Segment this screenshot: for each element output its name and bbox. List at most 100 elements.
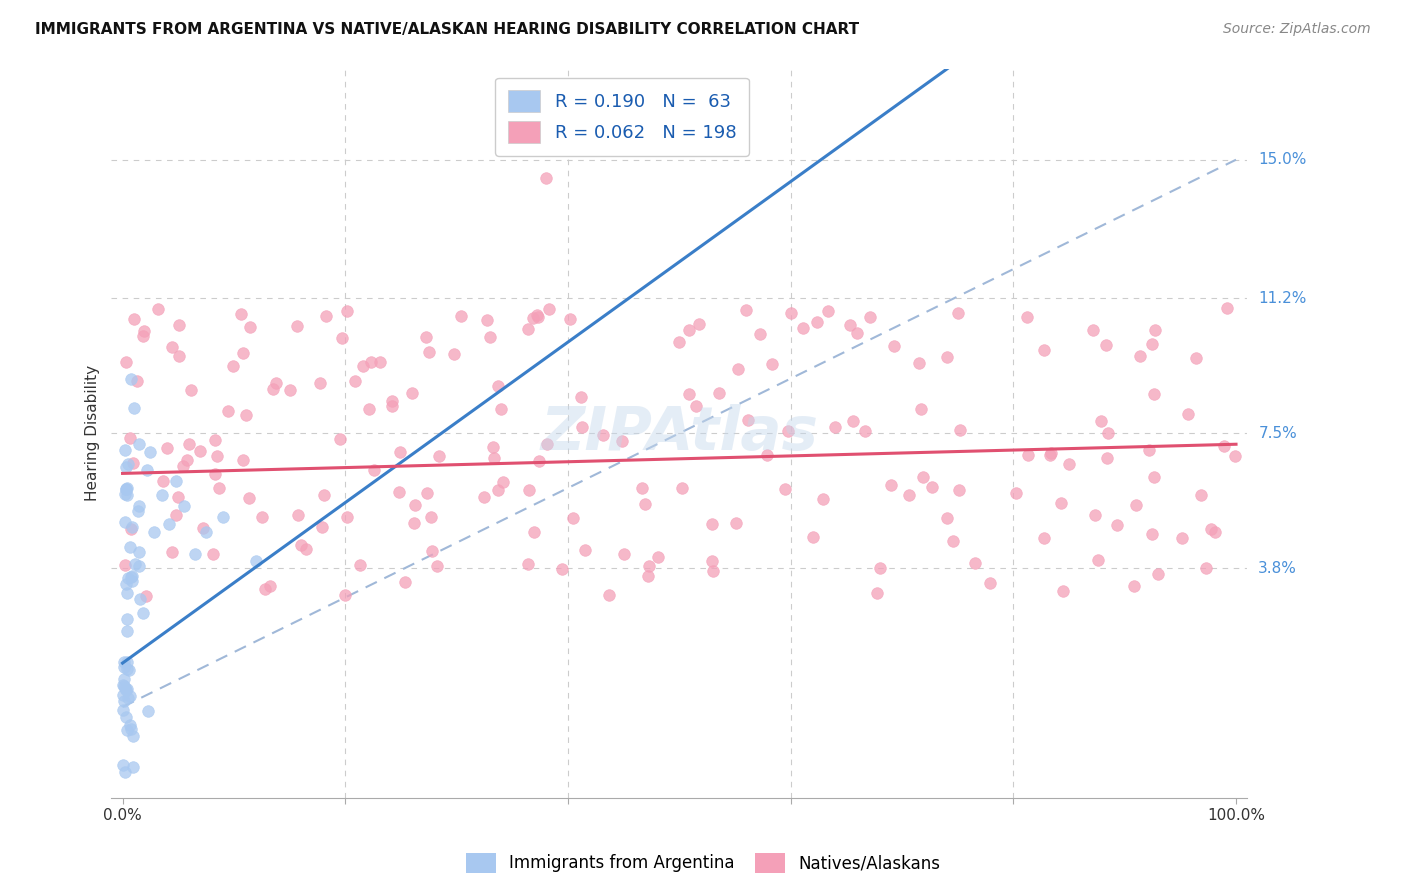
Point bbox=[678, 386, 700, 401]
Point bbox=[262, 382, 284, 396]
Point bbox=[839, 318, 862, 332]
Point bbox=[121, 729, 143, 743]
Point bbox=[121, 519, 143, 533]
Point bbox=[631, 481, 654, 495]
Point bbox=[869, 561, 891, 575]
Point bbox=[1216, 301, 1239, 315]
Point bbox=[688, 318, 710, 332]
Point bbox=[127, 374, 149, 388]
Point bbox=[388, 485, 411, 500]
Point bbox=[592, 427, 614, 442]
Point bbox=[450, 309, 472, 323]
Point bbox=[259, 579, 281, 593]
Point bbox=[702, 516, 724, 531]
Point bbox=[727, 361, 749, 376]
Point bbox=[811, 491, 834, 506]
Point bbox=[792, 321, 814, 335]
Point bbox=[404, 498, 426, 512]
Point bbox=[114, 515, 136, 529]
Point bbox=[709, 386, 731, 401]
Point bbox=[526, 308, 548, 322]
Point bbox=[523, 525, 546, 540]
Point bbox=[1171, 531, 1194, 545]
Point bbox=[1052, 584, 1074, 599]
Point bbox=[120, 431, 142, 445]
Point bbox=[824, 420, 846, 434]
Point bbox=[756, 448, 779, 462]
Point bbox=[842, 414, 865, 428]
Point bbox=[1177, 407, 1199, 421]
Point bbox=[671, 481, 693, 495]
Point bbox=[419, 510, 441, 524]
Point bbox=[139, 444, 162, 458]
Point bbox=[129, 591, 152, 606]
Point bbox=[114, 482, 136, 496]
Point bbox=[935, 351, 957, 365]
Point bbox=[112, 659, 135, 673]
Point bbox=[329, 432, 352, 446]
Point bbox=[1142, 387, 1164, 401]
Point bbox=[167, 318, 190, 332]
Point bbox=[188, 444, 211, 458]
Point bbox=[114, 764, 136, 779]
Point bbox=[311, 520, 333, 534]
Point bbox=[479, 329, 502, 343]
Point bbox=[1143, 323, 1166, 337]
Point bbox=[678, 323, 700, 337]
Point bbox=[363, 463, 385, 477]
Point bbox=[117, 691, 139, 706]
Point bbox=[115, 723, 138, 737]
Point bbox=[1032, 531, 1054, 545]
Point bbox=[936, 511, 959, 525]
Point bbox=[1039, 448, 1062, 462]
Point bbox=[344, 374, 367, 388]
Point bbox=[314, 488, 336, 502]
Point bbox=[883, 339, 905, 353]
Point bbox=[522, 311, 544, 326]
Point bbox=[779, 306, 801, 320]
Point bbox=[121, 456, 143, 470]
Point bbox=[1017, 448, 1039, 462]
Point bbox=[1185, 351, 1208, 365]
Point bbox=[264, 376, 287, 391]
Point bbox=[184, 547, 207, 561]
Point bbox=[898, 487, 921, 501]
Point bbox=[111, 703, 134, 717]
Point bbox=[908, 356, 931, 370]
Point bbox=[357, 402, 380, 417]
Point bbox=[921, 480, 943, 494]
Point bbox=[1033, 343, 1056, 357]
Point bbox=[114, 460, 136, 475]
Point bbox=[235, 408, 257, 422]
Point bbox=[517, 483, 540, 497]
Point bbox=[156, 441, 179, 455]
Point bbox=[773, 482, 796, 496]
Legend: R = 0.190   N =  63, R = 0.062   N = 198: R = 0.190 N = 63, R = 0.062 N = 198 bbox=[495, 78, 749, 156]
Point bbox=[278, 383, 301, 397]
Point bbox=[1225, 449, 1247, 463]
Point bbox=[637, 569, 659, 583]
Point bbox=[127, 503, 149, 517]
Point bbox=[142, 524, 165, 539]
Point bbox=[394, 575, 416, 590]
Point bbox=[911, 470, 934, 484]
Point bbox=[333, 588, 356, 602]
Point bbox=[120, 570, 142, 584]
Point bbox=[613, 547, 636, 561]
Point bbox=[418, 345, 440, 359]
Point bbox=[946, 306, 969, 320]
Point bbox=[124, 557, 146, 571]
Point bbox=[132, 329, 155, 343]
Text: 15.0%: 15.0% bbox=[1258, 153, 1306, 167]
Point bbox=[668, 335, 690, 350]
Point bbox=[120, 722, 142, 736]
Point bbox=[1095, 451, 1118, 466]
Point bbox=[122, 401, 145, 415]
Point bbox=[115, 655, 138, 669]
Point bbox=[1105, 517, 1128, 532]
Point bbox=[166, 491, 188, 505]
Point bbox=[117, 572, 139, 586]
Point bbox=[1204, 524, 1226, 539]
Point bbox=[176, 453, 198, 467]
Point bbox=[529, 454, 551, 468]
